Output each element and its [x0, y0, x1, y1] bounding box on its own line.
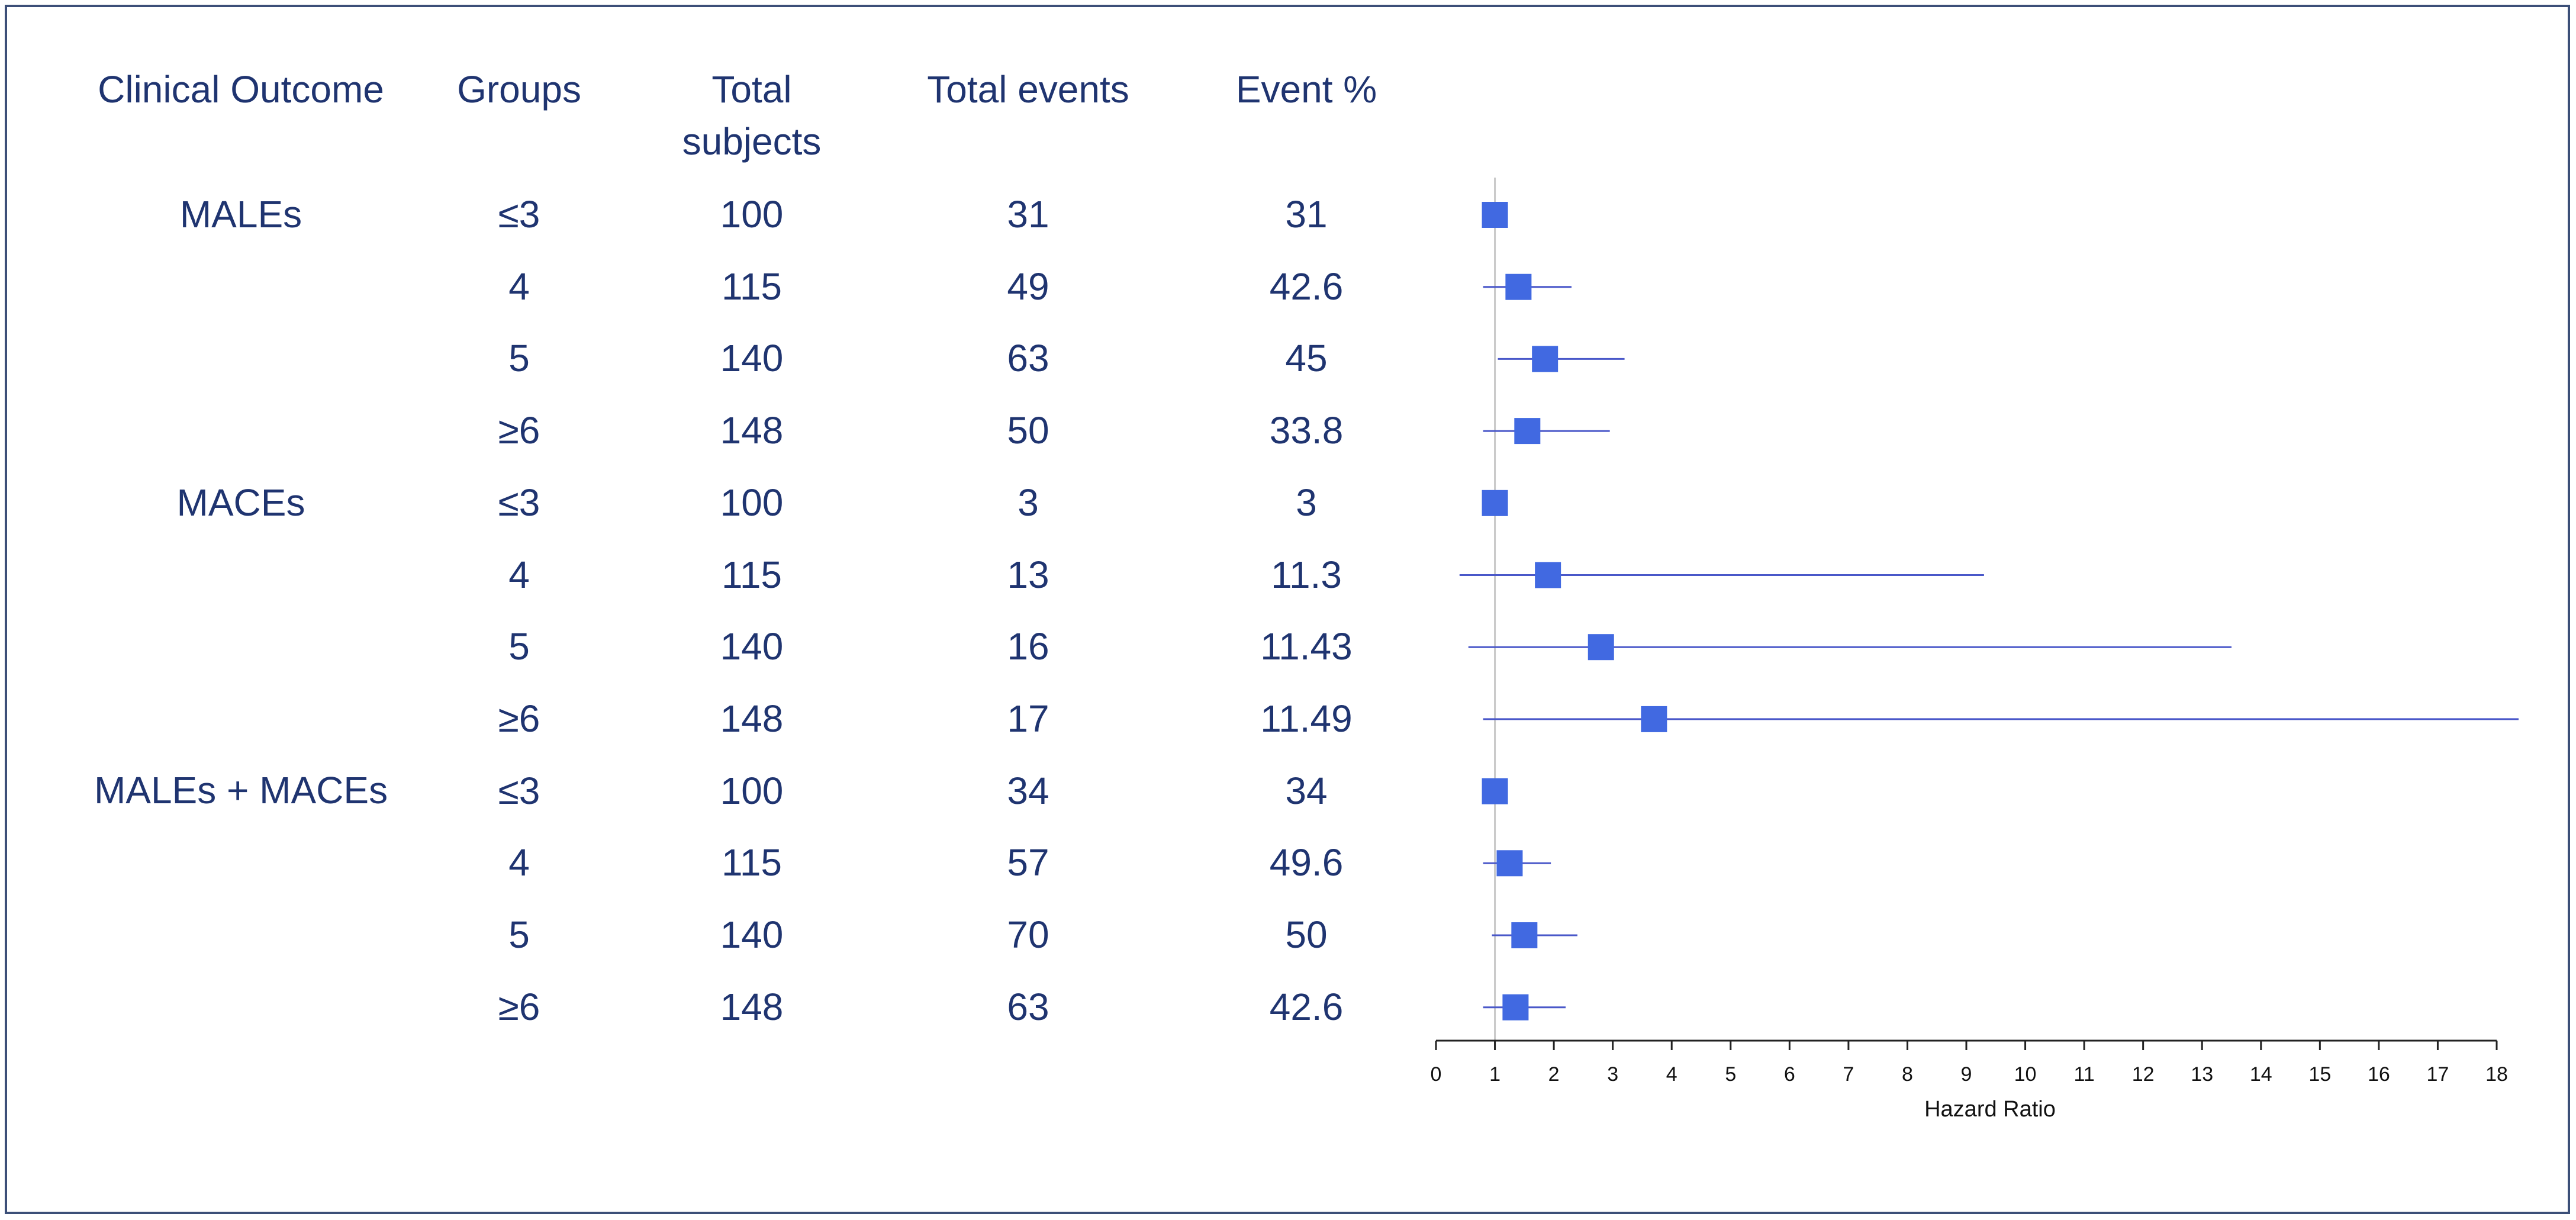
x-tick-label: 5	[1725, 1063, 1736, 1086]
x-tick-label: 1	[1489, 1063, 1500, 1086]
row-11-pct: 50	[1285, 913, 1328, 956]
row-12-group: ≥6	[498, 985, 540, 1028]
row-10-subjects: 115	[721, 841, 783, 884]
row-3-pct: 45	[1285, 337, 1328, 380]
x-tick-label: 9	[1961, 1063, 1972, 1086]
row-4-group: ≥6	[498, 409, 540, 452]
row-2-events: 49	[1007, 265, 1049, 308]
row-5-events: 3	[1017, 481, 1039, 524]
row-6-pct: 11.3	[1271, 553, 1342, 596]
row-9-pct: 34	[1285, 769, 1328, 812]
row-8-subjects: 148	[720, 697, 784, 740]
x-axis-title: Hazard Ratio	[1924, 1097, 2056, 1122]
hr-marker-3	[1532, 346, 1559, 372]
x-tick-label: 4	[1666, 1063, 1677, 1086]
row-6-subjects: 115	[721, 553, 783, 596]
row-9-events: 34	[1007, 769, 1049, 812]
row-8-events: 17	[1007, 697, 1049, 740]
row-12-events: 63	[1007, 985, 1049, 1028]
row-1-events: 31	[1007, 193, 1049, 236]
row-11-subjects: 140	[720, 913, 784, 956]
row-4-pct: 33.8	[1269, 409, 1344, 452]
x-tick-label: 2	[1548, 1063, 1560, 1086]
row-7-events: 16	[1007, 625, 1049, 668]
row-12-pct: 42.6	[1269, 985, 1344, 1028]
outcome-label-maces: MACEs	[176, 481, 305, 524]
row-10-group: 4	[508, 841, 530, 884]
hr-marker-7	[1588, 634, 1614, 661]
row-1-subjects: 100	[720, 193, 784, 236]
row-8-group: ≥6	[498, 697, 540, 740]
header-groups: Groups	[457, 68, 581, 111]
x-tick-label: 8	[1902, 1063, 1913, 1086]
row-3-subjects: 140	[720, 337, 784, 380]
row-11-group: 5	[508, 913, 530, 956]
row-2-group: 4	[508, 265, 530, 308]
hr-marker-5	[1482, 490, 1508, 516]
x-tick-label: 14	[2250, 1063, 2272, 1086]
row-1-group: ≤3	[498, 193, 540, 236]
row-10-pct: 49.6	[1269, 841, 1344, 884]
row-4-events: 50	[1007, 409, 1049, 452]
x-tick-label: 12	[2132, 1063, 2155, 1086]
row-3-events: 63	[1007, 337, 1049, 380]
hr-marker-9	[1482, 778, 1508, 804]
x-tick-label: 7	[1843, 1063, 1854, 1086]
header-total-events: Total events	[927, 68, 1129, 111]
header-event-percent: Event %	[1235, 68, 1377, 111]
hr-marker-2	[1505, 273, 1532, 300]
row-3-group: 5	[508, 337, 530, 380]
hr-marker-6	[1535, 562, 1561, 588]
hr-marker-11	[1511, 922, 1538, 948]
hr-marker-10	[1496, 850, 1523, 877]
figure-frame	[5, 5, 2570, 1214]
row-7-group: 5	[508, 625, 530, 668]
hr-marker-4	[1514, 418, 1541, 445]
x-tick-label: 6	[1784, 1063, 1795, 1086]
row-2-subjects: 115	[721, 265, 783, 308]
row-5-pct: 3	[1296, 481, 1317, 524]
hr-marker-8	[1641, 706, 1667, 732]
row-6-group: 4	[508, 553, 530, 596]
row-2-pct: 42.6	[1269, 265, 1344, 308]
x-tick-label: 15	[2308, 1063, 2331, 1086]
x-tick-label: 16	[2368, 1063, 2390, 1086]
row-1-pct: 31	[1285, 193, 1328, 236]
x-tick-label: 3	[1607, 1063, 1618, 1086]
hr-marker-1	[1482, 202, 1508, 228]
hr-marker-12	[1502, 994, 1529, 1021]
row-10-events: 57	[1007, 841, 1049, 884]
x-tick-label: 17	[2427, 1063, 2449, 1086]
row-9-group: ≤3	[498, 769, 540, 812]
header-clinical-outcome: Clinical Outcome	[98, 68, 384, 111]
x-tick-label: 11	[2073, 1063, 2094, 1086]
row-8-pct: 11.49	[1260, 697, 1353, 740]
row-6-events: 13	[1007, 553, 1049, 596]
row-12-subjects: 148	[720, 985, 784, 1028]
row-7-subjects: 140	[720, 625, 784, 668]
row-7-pct: 11.43	[1260, 625, 1353, 668]
x-tick-label: 10	[2014, 1063, 2037, 1086]
row-4-subjects: 148	[720, 409, 784, 452]
outcome-label-males-maces: MALEs + MACEs	[94, 769, 388, 812]
row-11-events: 70	[1007, 913, 1049, 956]
header-total-subjects-line1: Total	[711, 68, 792, 111]
row-9-subjects: 100	[720, 769, 784, 812]
x-tick-label: 13	[2191, 1063, 2213, 1086]
outcome-label-males: MALEs	[179, 193, 302, 236]
row-5-subjects: 100	[720, 481, 784, 524]
x-tick-label: 18	[2485, 1063, 2508, 1086]
row-5-group: ≤3	[498, 481, 540, 524]
header-total-subjects-line2: subjects	[682, 120, 822, 163]
x-tick-label: 0	[1431, 1063, 1442, 1086]
